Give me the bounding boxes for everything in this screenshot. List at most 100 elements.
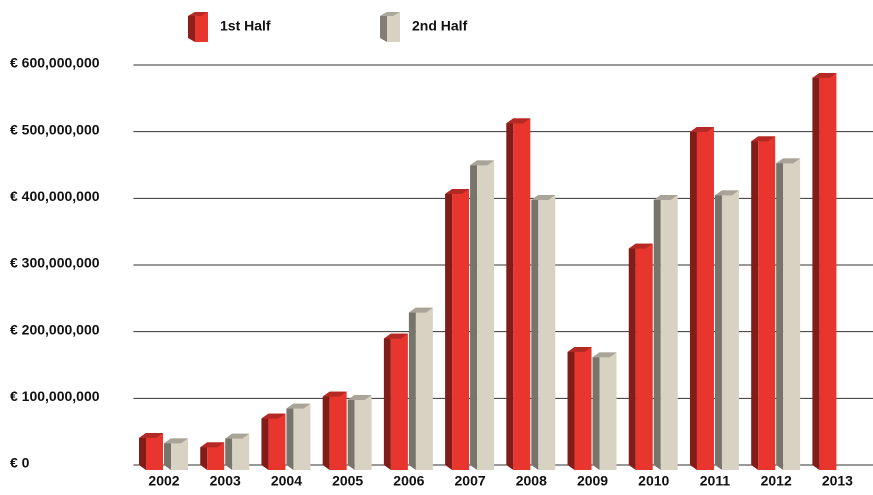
y-tick-label: € 600,000,000 xyxy=(10,55,100,71)
bar-top xyxy=(506,118,531,124)
legend-swatch-side xyxy=(188,12,195,42)
y-tick-label: € 0 xyxy=(10,455,30,471)
y-tick-label: € 300,000,000 xyxy=(10,255,100,271)
bar-top xyxy=(776,158,801,164)
bar-front xyxy=(721,190,739,471)
bar xyxy=(139,433,164,470)
bar-top xyxy=(628,243,653,249)
bar xyxy=(506,118,531,470)
x-tick-label: 2011 xyxy=(700,473,731,489)
bar-side xyxy=(812,73,820,470)
bar-side xyxy=(445,189,453,470)
bar xyxy=(812,73,837,470)
bar-front xyxy=(329,391,347,470)
bar xyxy=(445,189,470,470)
bar-top xyxy=(286,403,311,409)
bar-top xyxy=(261,413,286,419)
bar-front xyxy=(293,403,311,470)
bar-side xyxy=(139,433,147,470)
bar-top xyxy=(531,195,556,200)
bar-side xyxy=(261,413,269,470)
bar-side xyxy=(751,136,759,471)
bar xyxy=(592,352,617,470)
bar-front xyxy=(538,195,556,470)
y-tick-label: € 500,000,000 xyxy=(10,121,100,137)
legend-swatch-top xyxy=(188,12,208,16)
x-tick-label: 2007 xyxy=(455,473,486,489)
bar-front xyxy=(452,189,470,470)
legend-swatch xyxy=(387,12,400,42)
bar-front xyxy=(696,127,714,470)
bar xyxy=(653,195,678,470)
bar-front xyxy=(574,347,592,470)
bar-front xyxy=(477,160,495,471)
bar-side xyxy=(628,243,636,470)
bar xyxy=(751,136,776,471)
bar-side xyxy=(506,118,514,470)
y-tick-label: € 100,000,000 xyxy=(10,388,100,404)
bar-top xyxy=(164,438,189,444)
bar-top xyxy=(200,442,225,448)
bar-side xyxy=(531,195,539,470)
bar xyxy=(200,442,225,470)
bar-side xyxy=(653,195,661,470)
x-tick-label: 2008 xyxy=(516,473,547,489)
legend-swatch-side xyxy=(380,12,387,42)
bar-front xyxy=(758,136,776,471)
x-tick-label: 2002 xyxy=(148,473,179,489)
bar-top xyxy=(567,347,592,352)
bar-front xyxy=(513,118,531,470)
bar-top xyxy=(347,395,372,400)
bar-top xyxy=(470,160,495,166)
bar xyxy=(225,433,250,470)
bar-top xyxy=(408,307,433,313)
bar-side xyxy=(286,403,294,470)
bar-front xyxy=(783,158,801,471)
legend-swatch-top xyxy=(380,12,400,16)
bar-front xyxy=(268,413,286,470)
bar-top xyxy=(653,195,678,200)
bar-top xyxy=(445,189,470,194)
bar-side xyxy=(225,433,233,470)
bar-front xyxy=(146,433,164,470)
bar-top xyxy=(383,333,408,339)
bar-front xyxy=(207,442,225,470)
bar-side xyxy=(408,307,416,470)
bar xyxy=(776,158,801,471)
bar xyxy=(470,160,495,471)
bar-top xyxy=(225,433,250,439)
x-tick-label: 2012 xyxy=(761,473,792,489)
bar xyxy=(714,190,739,471)
x-tick-label: 2004 xyxy=(271,473,302,489)
y-tick-label: € 200,000,000 xyxy=(10,321,100,337)
bar-side xyxy=(383,333,391,470)
bar xyxy=(628,243,653,470)
bar xyxy=(347,395,372,470)
y-tick-label: € 400,000,000 xyxy=(10,188,100,204)
bar-top xyxy=(751,136,776,142)
bar-top xyxy=(592,352,617,358)
bar-side xyxy=(322,391,330,470)
bar-top xyxy=(812,73,837,78)
bar xyxy=(383,333,408,470)
bar-front xyxy=(635,243,653,470)
bar xyxy=(164,438,189,470)
x-tick-label: 2013 xyxy=(822,473,853,489)
x-tick-label: 2006 xyxy=(393,473,424,489)
bar-front xyxy=(660,195,678,470)
bar xyxy=(286,403,311,470)
x-tick-label: 2003 xyxy=(210,473,241,489)
bar-top xyxy=(689,127,714,132)
bar-front xyxy=(354,395,372,470)
bar xyxy=(322,391,347,470)
bar xyxy=(567,347,592,470)
bar-top xyxy=(714,190,739,196)
bar-top xyxy=(139,433,164,438)
bar xyxy=(531,195,556,470)
bar-front xyxy=(390,333,408,470)
legend-swatch xyxy=(195,12,208,42)
bar-top xyxy=(322,391,347,397)
bar-side xyxy=(776,158,784,471)
bar xyxy=(689,127,714,470)
